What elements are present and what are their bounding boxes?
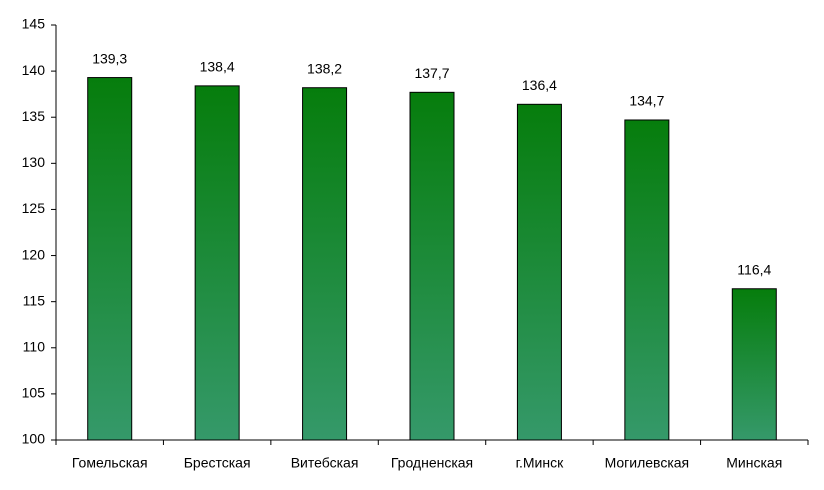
value-label: 136,4 xyxy=(522,77,557,93)
x-tick-label: Витебская xyxy=(291,455,359,471)
x-tick-label: Брестская xyxy=(184,455,251,471)
y-tick-label: 120 xyxy=(22,246,46,262)
y-tick-label: 145 xyxy=(22,16,46,32)
y-tick-label: 140 xyxy=(22,62,46,78)
value-label: 138,2 xyxy=(307,60,342,76)
y-tick-label: 105 xyxy=(22,385,46,401)
x-tick-label: Гродненская xyxy=(391,455,473,471)
bar xyxy=(409,91,455,441)
bar xyxy=(302,87,348,441)
value-label: 134,7 xyxy=(629,93,664,109)
x-tick-label: Могилевская xyxy=(605,455,690,471)
value-label: 137,7 xyxy=(414,65,449,81)
y-tick-label: 110 xyxy=(23,338,46,354)
bar xyxy=(731,288,777,441)
value-label: 116,4 xyxy=(737,261,771,277)
x-tick-label: Гомельская xyxy=(72,455,148,471)
y-tick-label: 125 xyxy=(22,200,46,216)
x-tick-label: Минская xyxy=(726,455,782,471)
y-tick-label: 115 xyxy=(23,292,46,308)
bar xyxy=(516,103,562,441)
x-tick-label: г.Минск xyxy=(516,455,565,471)
value-label: 138,4 xyxy=(200,59,235,75)
value-label: 139,3 xyxy=(92,50,127,66)
y-tick-label: 100 xyxy=(22,431,46,447)
y-tick-label: 130 xyxy=(22,154,46,170)
bar xyxy=(624,119,670,441)
bar xyxy=(194,85,240,441)
bar xyxy=(87,77,133,441)
y-tick-label: 135 xyxy=(22,108,46,124)
